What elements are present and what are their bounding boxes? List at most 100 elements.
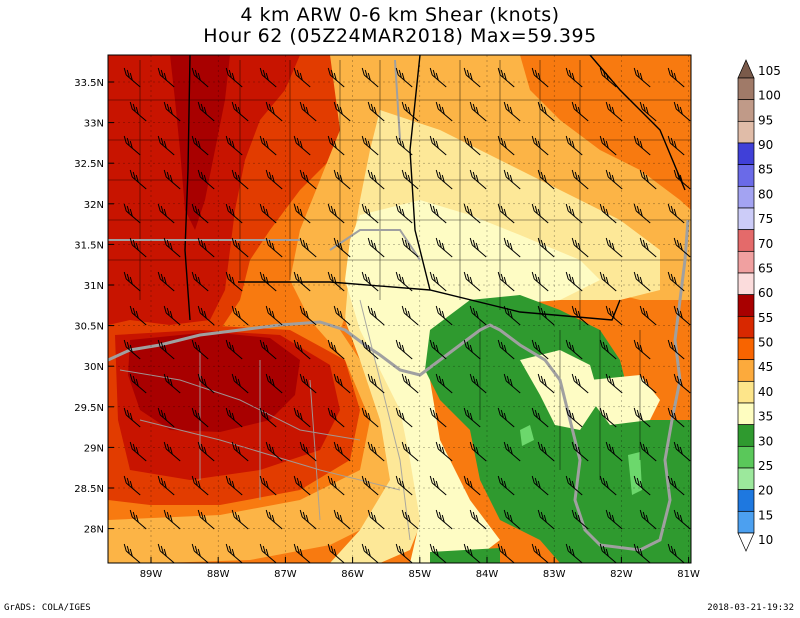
wind-barb [503, 373, 521, 394]
wind-barb [259, 135, 277, 156]
wind-barb [429, 135, 447, 156]
wind-barb [401, 169, 419, 190]
wind-barb [401, 509, 419, 530]
wind-barb [463, 67, 481, 88]
wind-barb [667, 271, 685, 292]
wind-barb [429, 475, 447, 496]
colorbar-label: 75 [758, 212, 773, 226]
colorbar-swatch [737, 142, 755, 166]
wind-barb [395, 339, 413, 360]
plot-frame [107, 54, 692, 564]
wind-barb [293, 339, 311, 360]
wind-barb [469, 373, 487, 394]
wind-barb [673, 305, 691, 326]
wind-barb [565, 339, 583, 360]
wind-barb [265, 305, 283, 326]
wind-barb [157, 407, 175, 428]
lat-label: 32.5N [74, 159, 104, 170]
wind-barb [599, 203, 617, 224]
wind-barb [129, 441, 147, 462]
wind-barb [123, 203, 141, 224]
colorbar-swatch [737, 250, 755, 274]
colorbar-label: 55 [758, 311, 773, 325]
wind-barb [293, 67, 311, 88]
lon-label: 82W [610, 569, 633, 580]
wind-barb [231, 169, 249, 190]
wind-barbs [123, 67, 691, 564]
wind-barb [639, 237, 657, 258]
wind-barb [571, 169, 589, 190]
wind-barb [361, 475, 379, 496]
wind-barb [123, 475, 141, 496]
shear-60-region [170, 55, 230, 230]
wind-barb [395, 543, 413, 564]
shear-40-region [108, 55, 691, 563]
wind-barb [639, 441, 657, 462]
wind-barb [497, 271, 515, 292]
wind-barb [123, 135, 141, 156]
wind-barb [191, 407, 209, 428]
wind-barb [395, 135, 413, 156]
wind-barb [129, 101, 147, 122]
wind-barb [497, 475, 515, 496]
wind-barb [191, 271, 209, 292]
colorbar-swatch [737, 359, 755, 382]
wind-barb [429, 67, 447, 88]
wind-barb [497, 339, 515, 360]
wind-barb [265, 237, 283, 258]
colorbar-top-arrow [737, 59, 755, 79]
wind-barb [367, 441, 385, 462]
colorbar-swatch [737, 294, 755, 317]
wind-barb [537, 237, 555, 258]
lon-label: 89W [140, 569, 163, 580]
wind-barb [463, 135, 481, 156]
wind-barb [225, 271, 243, 292]
wind-barb [605, 101, 623, 122]
wind-barb [395, 67, 413, 88]
wind-barb [435, 509, 453, 530]
wind-barb [565, 543, 583, 564]
wind-barb [231, 441, 249, 462]
wind-barb [191, 339, 209, 360]
wind-barb [129, 237, 147, 258]
colorbar-swatch [737, 229, 755, 252]
colorbar-swatch [737, 510, 755, 534]
wind-barb [605, 441, 623, 462]
wind-barb [293, 407, 311, 428]
wind-barb [605, 169, 623, 190]
wind-barb [163, 101, 181, 122]
wind-barb [605, 237, 623, 258]
lon-label: 88W [207, 569, 230, 580]
colorbar-label: 95 [758, 113, 773, 127]
wind-barb [435, 305, 453, 326]
wind-barb [191, 67, 209, 88]
wind-barb [327, 407, 345, 428]
wind-barb [565, 475, 583, 496]
wind-barb [123, 271, 141, 292]
wind-barb [197, 373, 215, 394]
wind-barb [327, 203, 345, 224]
colorbar-swatch [737, 337, 755, 361]
wind-barb [537, 509, 555, 530]
colorbar-swatch [737, 120, 755, 144]
map-subtitle: Hour 62 (05Z24MAR2018) Max=59.395 [203, 25, 597, 47]
wind-barb [259, 407, 277, 428]
wind-barb [333, 305, 351, 326]
wind-barb [633, 203, 651, 224]
wind-barb [531, 475, 549, 496]
wind-barb [673, 373, 691, 394]
wind-barb [197, 305, 215, 326]
wind-barb [667, 203, 685, 224]
wind-barb [497, 203, 515, 224]
wind-barb [231, 305, 249, 326]
wind-barb [197, 441, 215, 462]
wind-barb [599, 407, 617, 428]
wind-barb [571, 305, 589, 326]
lat-label: 28N [84, 525, 104, 536]
wind-barb [531, 271, 549, 292]
colorbar-swatch [737, 99, 755, 122]
wind-barb [503, 441, 521, 462]
colorbar-swatch [737, 467, 755, 491]
wind-barb [571, 373, 589, 394]
wind-barb [667, 67, 685, 88]
